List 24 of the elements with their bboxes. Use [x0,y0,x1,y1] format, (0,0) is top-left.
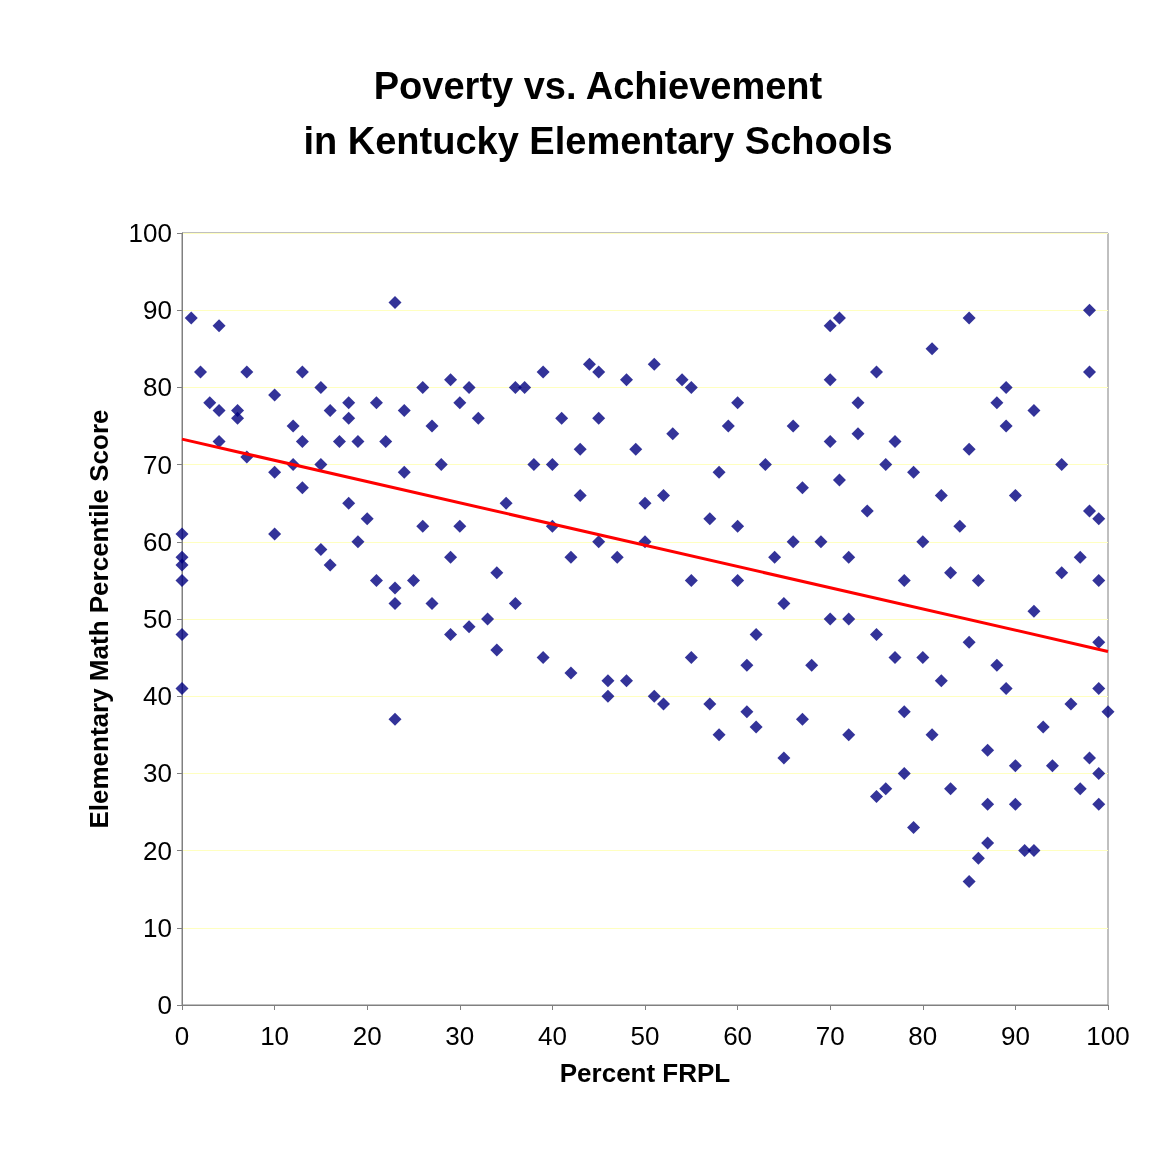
y-tick-label: 80 [143,372,172,403]
x-tick-label: 100 [1086,1021,1130,1051]
y-tick-label: 30 [143,758,172,789]
x-tick-label: 20 [352,1021,382,1051]
chart-title: Poverty vs. Achievement in Kentucky Elementary Schools [303,64,893,162]
y-tick-label: 50 [143,604,172,634]
y-tick-label: 100 [128,218,172,248]
y-tick-label: 10 [143,912,172,943]
y-tick-label: 60 [143,526,172,557]
y-tick-label: 40 [143,681,172,712]
x-tick-label: 90 [1000,1021,1030,1051]
x-tick-label: 50 [630,1021,660,1051]
x-tick-label: 60 [723,1021,753,1051]
x-tick-label: 80 [908,1021,938,1051]
y-tick-label: 20 [143,835,172,866]
x-tick-label: 40 [537,1021,567,1051]
y-tick-label: 70 [143,449,172,480]
x-axis-title: Percent FRPL [559,1058,731,1088]
x-tick-label: 10 [260,1021,290,1051]
y-tick-label: 90 [143,295,172,326]
y-tick-label: 0 [157,990,172,1020]
x-tick-label: 70 [815,1021,845,1051]
x-tick-label: 30 [445,1021,475,1051]
y-axis-title: Elementary Math Percentile Score [84,409,114,829]
